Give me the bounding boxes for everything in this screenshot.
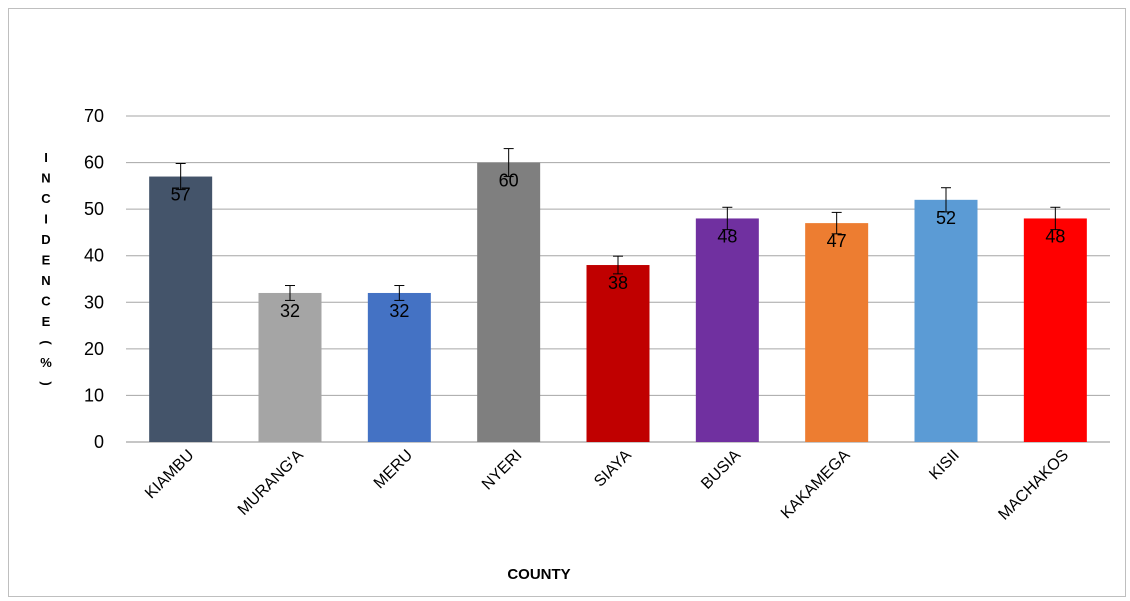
y-tick-label: 20 [84,339,104,359]
bar [695,218,759,442]
data-label: 38 [608,273,628,293]
x-tick-label: KISII [926,447,963,484]
data-label: 47 [827,231,847,251]
y-axis-title-char: C [41,294,51,309]
y-axis-title-char: C [41,191,51,206]
x-tick-label: KAKAMEGA [778,447,854,523]
data-label: 60 [499,171,519,191]
bar [258,292,322,442]
bar [805,223,869,442]
error-bar [941,187,951,213]
data-label: 57 [171,185,191,205]
x-tick-label: MACHAKOS [995,447,1072,524]
bar [1023,218,1087,442]
y-tick-label: 30 [84,292,104,312]
y-tick-label: 0 [94,432,104,452]
y-axis-title-char: E [42,314,51,329]
y-axis-title-char: I [44,212,48,227]
x-tick-label: BUSIA [698,447,744,493]
y-axis-title-char: ) [39,381,54,385]
bars [149,148,1087,443]
error-bar [722,206,733,231]
data-label: 48 [1045,226,1065,246]
y-axis-title-char: I [44,150,48,165]
bar [149,176,213,443]
error-bar [613,255,623,275]
data-label: 48 [717,226,737,246]
data-label: 32 [389,301,409,321]
y-tick-label: 70 [84,106,104,126]
y-axis-title-char: % [40,355,52,370]
x-tick-label: NYERI [479,447,526,494]
y-tick-label: 10 [84,385,104,405]
error-bar [175,163,186,191]
y-axis-title-char: N [41,171,50,186]
data-label: 52 [936,208,956,228]
y-tick-label: 40 [84,246,104,266]
bar [586,265,650,442]
y-axis-title-char: D [41,232,50,247]
error-bar [1050,206,1061,231]
bar [477,162,541,443]
x-tick-label: MURANG'A [235,447,307,519]
bar [914,199,978,442]
x-tick-label: SIAYA [591,447,635,491]
error-bar [285,285,295,301]
y-tick-label: 50 [84,199,104,219]
y-axis-title-char: ( [39,340,54,345]
x-tick-label: KIAMBU [142,447,197,502]
y-tick-label: 60 [84,153,104,173]
error-bar [503,148,514,178]
error-bar [394,285,405,301]
data-label: 32 [280,301,300,321]
error-bar [831,211,842,235]
y-axis-title-char: E [42,253,51,268]
x-axis-title: COUNTY [507,566,570,583]
x-tick-label: MERU [371,447,416,492]
y-axis-title-char: N [41,273,50,288]
bar [367,292,431,442]
